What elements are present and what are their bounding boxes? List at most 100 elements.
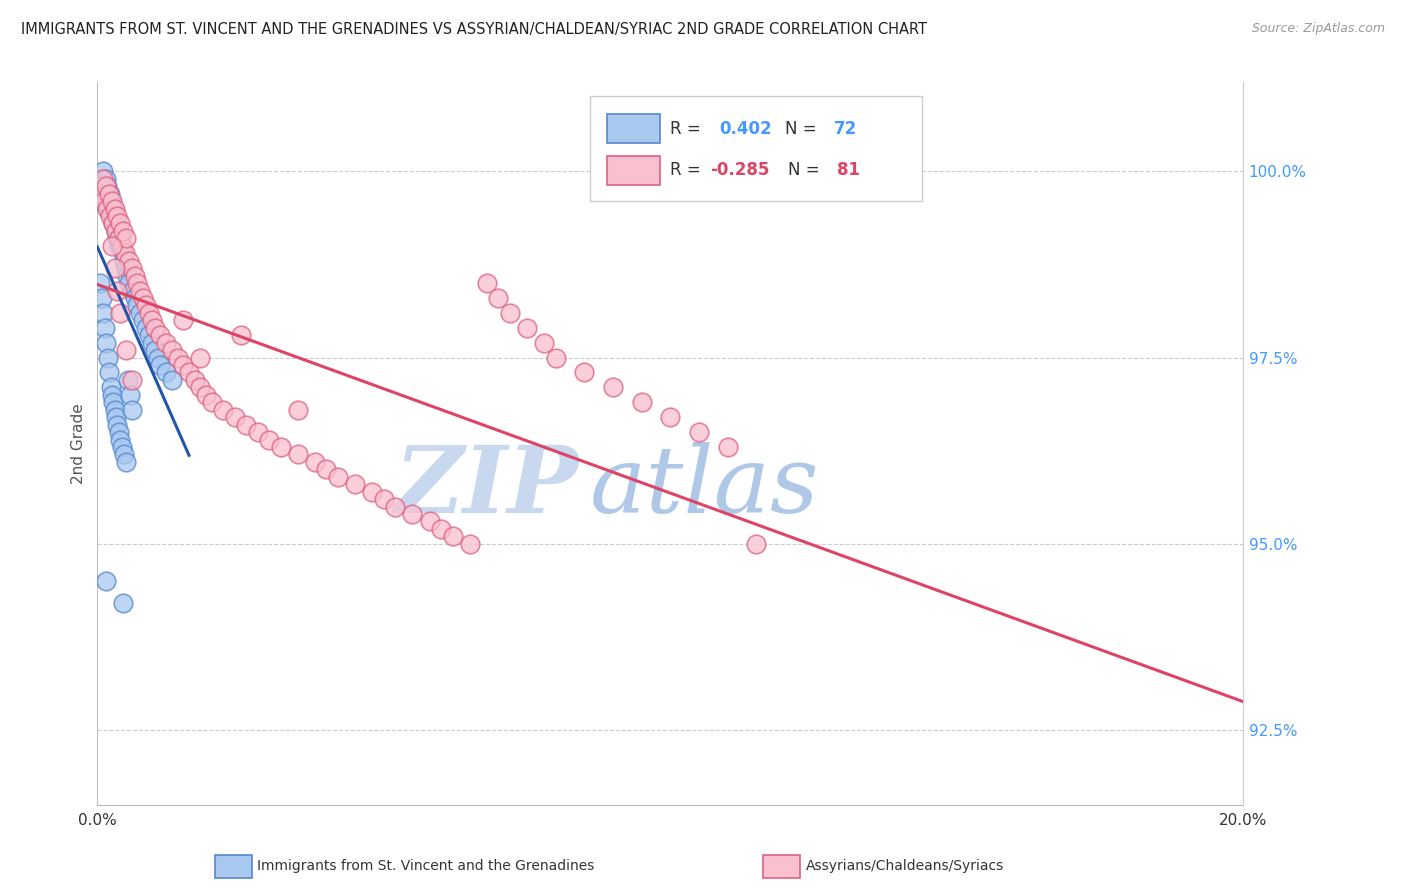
Point <box>94 574 117 588</box>
Point <box>112 246 135 260</box>
Point <box>544 351 567 365</box>
Text: ZIP: ZIP <box>394 442 578 532</box>
Text: 72: 72 <box>834 120 858 138</box>
Point <box>129 284 152 298</box>
Point <box>115 261 138 276</box>
Point <box>149 328 172 343</box>
Point <box>103 209 125 223</box>
Text: -0.285: -0.285 <box>710 161 769 179</box>
Point <box>127 276 149 290</box>
Point <box>111 440 134 454</box>
Point <box>100 202 122 216</box>
Point <box>124 268 146 283</box>
Point <box>105 224 128 238</box>
Point <box>172 358 194 372</box>
Point <box>155 366 177 380</box>
Point <box>89 276 111 290</box>
Point <box>111 239 134 253</box>
Point <box>124 291 146 305</box>
Point <box>135 298 157 312</box>
Point <box>127 298 149 312</box>
Point <box>361 484 384 499</box>
Point <box>89 179 111 194</box>
Point <box>94 179 117 194</box>
Point <box>602 380 624 394</box>
Point <box>177 366 200 380</box>
Point <box>110 217 132 231</box>
Point <box>716 440 738 454</box>
Point <box>103 261 125 276</box>
FancyBboxPatch shape <box>591 96 922 202</box>
Point <box>141 335 163 350</box>
Point <box>90 171 112 186</box>
Point <box>287 402 309 417</box>
Point <box>96 179 118 194</box>
Point <box>91 306 114 320</box>
Text: N =: N = <box>785 120 821 138</box>
Point <box>441 529 464 543</box>
Point <box>224 410 246 425</box>
Point <box>419 515 441 529</box>
Point <box>97 366 120 380</box>
Text: atlas: atlas <box>591 442 820 532</box>
Point <box>149 358 172 372</box>
Point <box>104 217 127 231</box>
Point <box>94 179 117 194</box>
Point <box>90 186 112 201</box>
Point <box>745 537 768 551</box>
Point <box>143 343 166 358</box>
Point <box>112 597 135 611</box>
Point <box>630 395 652 409</box>
Point <box>184 373 207 387</box>
Point <box>121 373 143 387</box>
Point <box>121 261 143 276</box>
Point <box>212 402 235 417</box>
Point <box>91 164 114 178</box>
Point <box>401 507 423 521</box>
Point <box>93 186 115 201</box>
Point <box>287 447 309 461</box>
Point <box>688 425 710 439</box>
Point <box>121 402 143 417</box>
Point <box>132 291 155 305</box>
Point <box>107 209 129 223</box>
FancyBboxPatch shape <box>607 114 659 144</box>
Point <box>146 351 169 365</box>
Point <box>458 537 481 551</box>
Point <box>110 306 132 320</box>
Point <box>430 522 453 536</box>
Point <box>90 186 112 201</box>
Point <box>107 284 129 298</box>
Point <box>304 455 326 469</box>
Point <box>97 186 120 201</box>
Point <box>344 477 367 491</box>
Point <box>97 194 120 208</box>
Point <box>94 320 117 334</box>
Point <box>129 306 152 320</box>
Point <box>100 209 122 223</box>
Text: Source: ZipAtlas.com: Source: ZipAtlas.com <box>1251 22 1385 36</box>
Text: Assyrians/Chaldeans/Syriacs: Assyrians/Chaldeans/Syriacs <box>806 859 1004 873</box>
Point <box>110 231 132 245</box>
Point <box>384 500 406 514</box>
Point <box>96 202 118 216</box>
Point <box>166 351 188 365</box>
Point <box>91 179 114 194</box>
Point <box>121 284 143 298</box>
Point <box>97 351 120 365</box>
Text: IMMIGRANTS FROM ST. VINCENT AND THE GRENADINES VS ASSYRIAN/CHALDEAN/SYRIAC 2ND G: IMMIGRANTS FROM ST. VINCENT AND THE GREN… <box>21 22 927 37</box>
Point <box>108 425 131 439</box>
Point <box>155 335 177 350</box>
Point <box>98 202 121 216</box>
Point <box>108 224 131 238</box>
Point <box>115 455 138 469</box>
Point <box>93 194 115 208</box>
Point <box>108 231 131 245</box>
Point <box>91 171 114 186</box>
Point <box>100 194 122 208</box>
Point <box>112 253 135 268</box>
Point <box>112 224 135 238</box>
FancyBboxPatch shape <box>607 155 659 185</box>
Point <box>118 388 141 402</box>
Point <box>107 239 129 253</box>
